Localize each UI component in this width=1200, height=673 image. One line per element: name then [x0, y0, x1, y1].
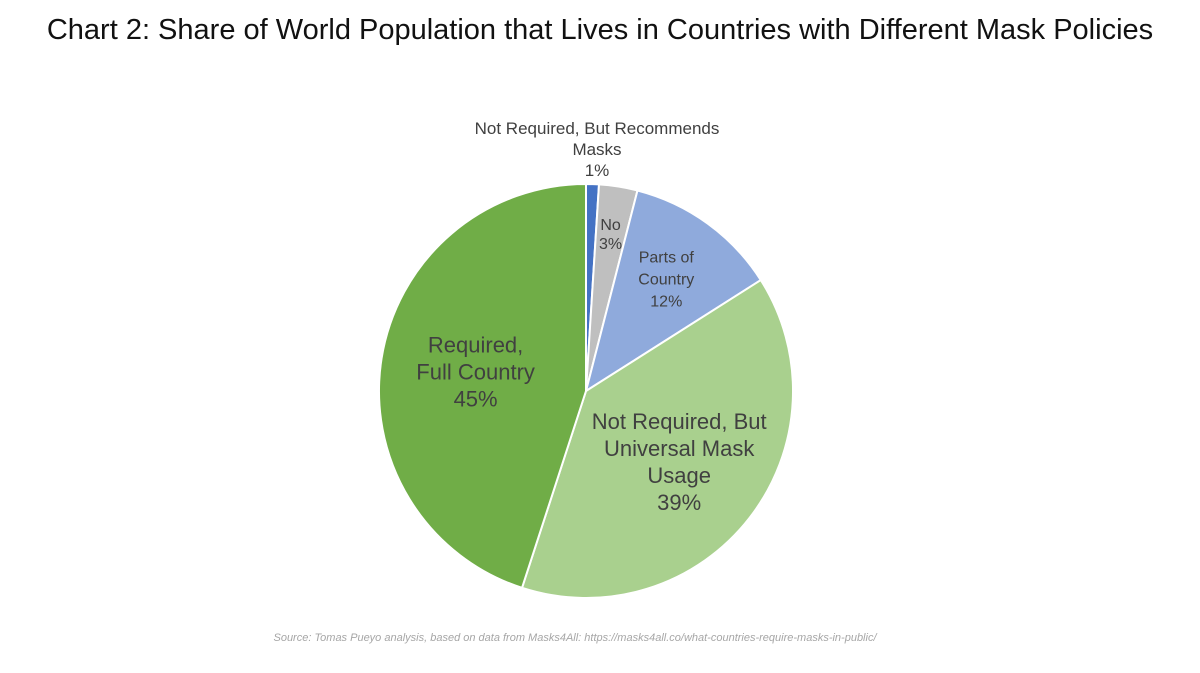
slice-value-label: 12% — [650, 294, 682, 311]
slice-label-required-full-country: Required, Full Country 45% — [416, 332, 535, 411]
slice-name-line: Country — [638, 272, 694, 289]
slice-label-not-required-but-universal-mask-usage: Not Required, But Universal Mask Usage 39% — [592, 409, 767, 515]
slice-name-line: Universal Mask — [604, 436, 755, 461]
slice-name-line: Usage — [647, 463, 711, 488]
chart-source-note: Source: Tomas Pueyo analysis, based on d… — [273, 632, 877, 644]
slice-value-label: 45% — [454, 386, 498, 411]
chart-title: Chart 2: Share of World Population that … — [46, 14, 1154, 46]
pie-slices — [378, 183, 795, 599]
slice-name-line: Not Required, But — [592, 409, 767, 434]
slice-name-line: Parts of — [639, 250, 695, 267]
slice-name-line: Masks — [572, 140, 621, 159]
slice-label-parts-of-country: Parts of Country 12% — [638, 250, 694, 311]
slice-name-line: Full Country — [416, 359, 535, 384]
slice-value-label: 39% — [657, 490, 701, 515]
slice-value-label: 3% — [599, 236, 622, 253]
pie-labels: Not Required, But Recommends Masks 1% No 3% P… — [416, 119, 766, 514]
slice-name-line: No — [600, 217, 621, 234]
slice-label-no: No 3% — [599, 217, 622, 253]
pie-slice-not-required-but-universal-mask-usage — [521, 279, 795, 599]
slice-name-line: Required, — [428, 332, 523, 357]
pie-slice-required-full-country — [378, 183, 587, 589]
pie-slice-parts-of-country — [585, 189, 762, 392]
slice-name-line: Not Required, But Recommends — [475, 119, 720, 138]
slice-label-not-required-but-recommends-masks: Not Required, But Recommends Masks 1% — [475, 119, 720, 180]
slice-value-label: 1% — [585, 161, 610, 180]
